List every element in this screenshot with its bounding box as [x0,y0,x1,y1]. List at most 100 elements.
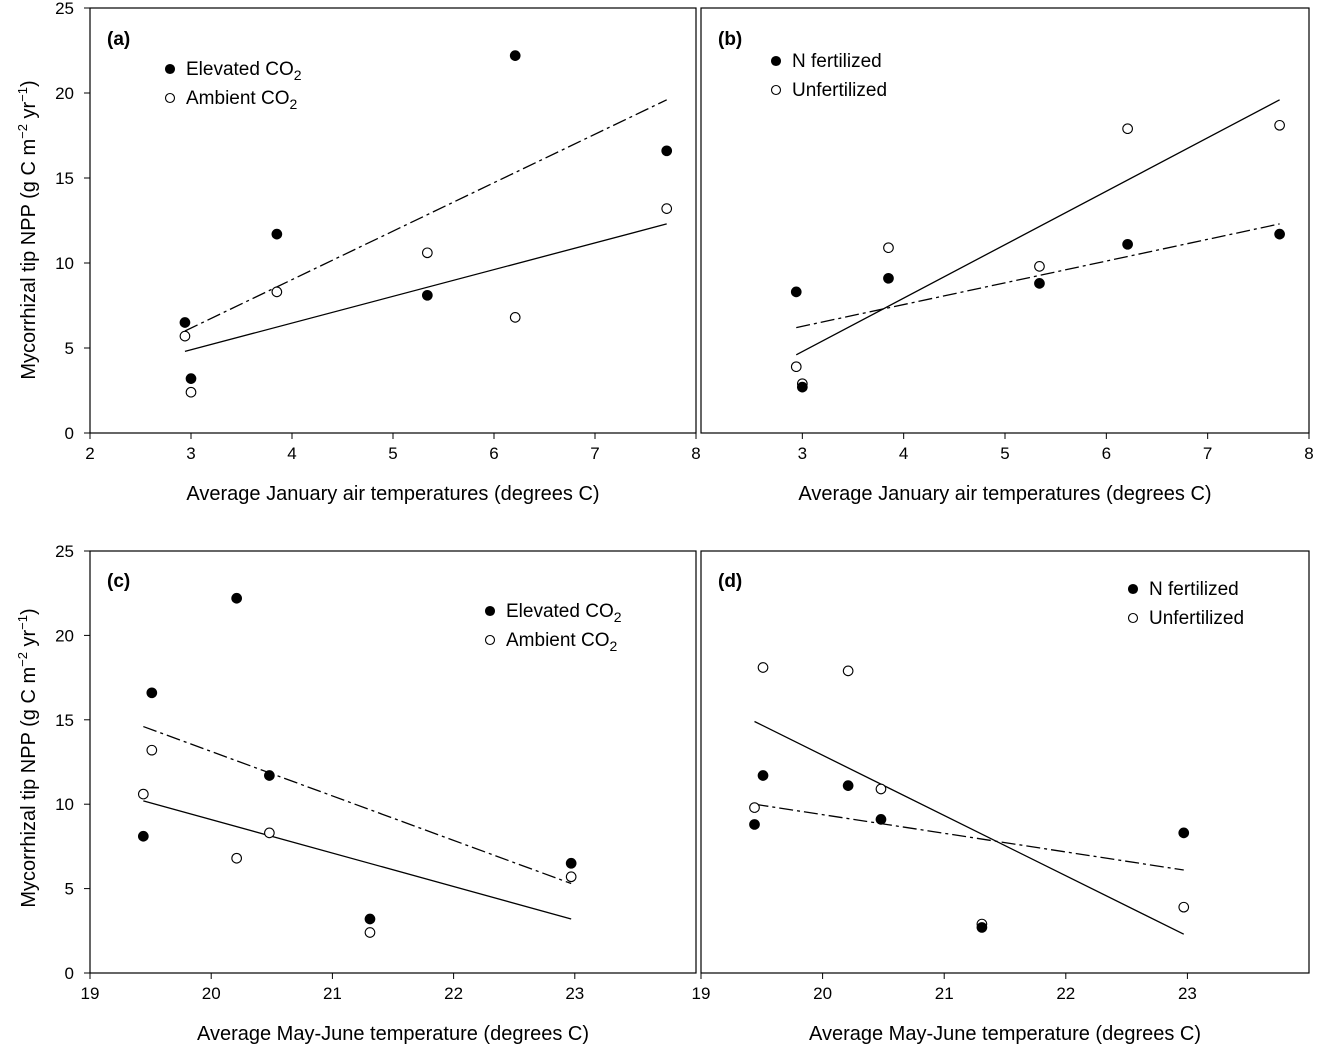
legend-label-main: Elevated CO [506,601,614,622]
legend-label: Unfertilized [792,80,887,101]
fit-line [796,223,1280,329]
data-point [264,770,275,781]
legend-marker [1127,583,1139,595]
x-tick-label: 21 [935,984,954,1003]
panel-d: 19 20 21 22 23 Average May-June temperature (… [692,550,1310,1045]
data-point [271,286,283,298]
panel-label: (d) [718,571,742,592]
data-point [565,871,577,883]
x-tick-label: 8 [691,444,700,463]
x-axis-label: Average May-June temperature (degrees C) [197,1023,589,1045]
y-tick-label: 5 [65,339,74,358]
x-tick-label: 19 [692,984,711,1003]
data-point [146,744,158,756]
data-point [790,286,802,298]
y-tick-label: 0 [65,964,74,983]
data-point [565,857,577,869]
x-tick-label: 22 [444,984,463,1003]
data-point [421,247,433,259]
data-point [976,922,988,933]
data-point [1034,261,1045,272]
legend-label-main: Ambient CO [506,630,609,651]
x-axis-label: Average January air temperatures (degree… [186,483,599,505]
legend-marker [164,92,176,104]
data-point [137,788,149,800]
legend-label-main: Elevated CO [186,59,294,80]
panel-label: (a) [107,29,130,50]
legend-marker [770,55,782,67]
panel-a: 2 3 4 5 6 7 8 0 5 10 15 20 25 Average January air tem… [55,0,701,505]
data-point [842,665,854,677]
legend-label-main: Unfertilized [792,80,887,101]
y-tick-label: 10 [55,254,74,273]
data-point [179,330,191,342]
x-tick-label: 21 [323,984,342,1003]
legend-label-subscript: 2 [294,67,302,83]
legend-label-main: N fertilized [1149,579,1239,600]
fit-line [143,725,572,885]
data-point [749,802,760,813]
data-point [421,289,433,301]
panel-label: (b) [718,29,742,50]
y-tick-label: 15 [55,711,74,730]
fit-line [184,223,667,353]
data-point [661,203,673,214]
y-axis-label-top: Mycorrhizal tip NPP (g C m−2 yr−1) [15,80,40,379]
legend-label: Elevated CO2 [506,601,622,625]
legend-label: Ambient CO2 [186,88,297,112]
legend-label: Ambient CO2 [506,630,617,654]
y-tick-label: 0 [65,424,74,443]
y-tick-label: 10 [55,795,74,814]
legend-marker [484,634,496,646]
x-tick-label: 3 [798,444,807,463]
data-point [1178,827,1190,839]
data-point [757,770,769,781]
legend-label-subscript: 2 [614,609,622,625]
y-tick-label: 25 [55,542,74,561]
legend-label: N fertilized [792,51,882,72]
legend: N fertilized Unfertilized [1127,579,1244,629]
panel-label: (c) [107,571,130,592]
x-tick-label: 23 [1178,984,1197,1003]
legend-marker [1127,612,1139,624]
y-axis-label-bottom: Mycorrhizal tip NPP (g C m−2 yr−1) [15,608,40,907]
legend-label-main: Ambient CO [186,88,289,109]
data-point [137,830,149,842]
y-tick-label: 20 [55,626,74,645]
data-point [1034,278,1045,289]
data-point [1274,119,1285,131]
data-point [796,381,808,393]
legend-label-subscript: 2 [609,638,617,654]
data-point [185,373,197,384]
fit-line [795,99,1280,356]
x-tick-label: 2 [85,444,94,463]
data-point [842,780,854,791]
x-tick-label: 4 [287,444,296,463]
legend-marker [770,84,782,96]
legend-marker [484,605,496,617]
x-tick-label: 8 [1304,444,1313,463]
x-axis-label: Average January air temperatures (degree… [798,483,1211,505]
data-point [179,317,191,328]
x-tick-label: 6 [1102,444,1111,463]
data-point [509,50,521,61]
data-point [146,687,158,699]
panel-b: 3 4 5 6 7 8 Average January air temperatures (… [700,7,1314,505]
data-point [661,145,673,157]
data-point [231,852,243,864]
legend-label: Elevated CO2 [186,59,302,83]
data-point [271,228,283,240]
x-tick-label: 6 [489,444,498,463]
x-tick-label: 20 [813,984,832,1003]
x-axis-label: Average May-June temperature (degrees C) [809,1023,1201,1045]
legend-label: N fertilized [1149,579,1239,600]
fit-line [754,803,1184,871]
x-tick-label: 5 [1000,444,1009,463]
fit-line [143,800,572,920]
data-point [749,819,760,830]
data-point [757,662,769,673]
fit-line [184,99,667,332]
legend-label: Unfertilized [1149,608,1244,629]
data-point [875,783,887,795]
